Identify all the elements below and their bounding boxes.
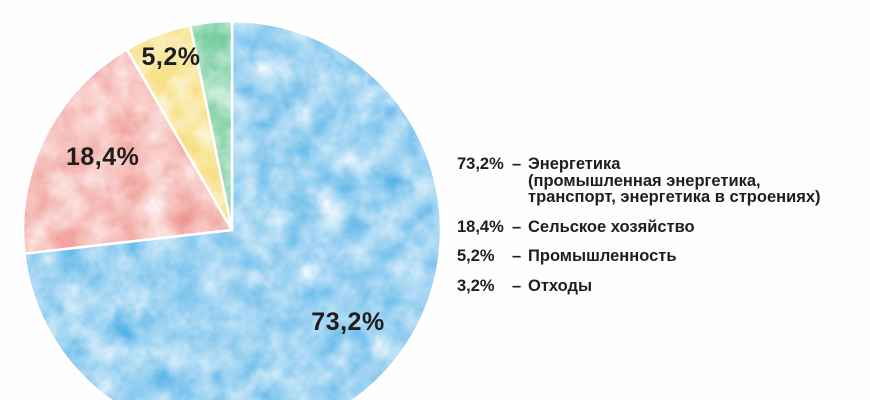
pie-slice-label-agriculture: 18,4% xyxy=(66,143,140,171)
pie-slice-label-industry: 5,2% xyxy=(141,43,201,71)
legend-item-industry: 5,2% – Промышленность xyxy=(457,248,867,265)
legend-percent: 5,2% xyxy=(457,247,495,265)
pie-slice-label-energy: 73,2% xyxy=(311,308,385,336)
pie-chart: 73,2% 18,4% 5,2% xyxy=(21,19,443,400)
pie-slices-group xyxy=(21,19,443,400)
legend-label: Энергетика (промышленная энергетика, тра… xyxy=(528,155,821,206)
pie-slice-4 xyxy=(189,19,234,232)
legend-dash: – xyxy=(512,217,522,236)
legend-percent: 3,2% xyxy=(457,276,495,295)
legend-percent: 18,4% xyxy=(457,217,504,236)
legend-item-waste: 3,2% – Отходы xyxy=(457,276,867,295)
legend-label: Сельское хозяйство xyxy=(528,217,695,236)
pie-chart-svg xyxy=(21,19,443,400)
legend-item-agriculture: 18,4% – Сельское хозяйство xyxy=(457,217,867,236)
legend: 73,2% – Энергетика (промышленная энергет… xyxy=(457,156,867,307)
legend-label: Промышленность xyxy=(528,247,677,265)
pie-slice-2 xyxy=(21,48,234,255)
legend-item-energy: 73,2% – Энергетика (промышленная энергет… xyxy=(457,156,867,206)
legend-dash: – xyxy=(512,276,522,295)
legend-label: Отходы xyxy=(528,276,593,295)
legend-dash: – xyxy=(512,155,522,173)
legend-dash: – xyxy=(512,247,522,265)
legend-percent: 73,2% xyxy=(457,155,504,173)
